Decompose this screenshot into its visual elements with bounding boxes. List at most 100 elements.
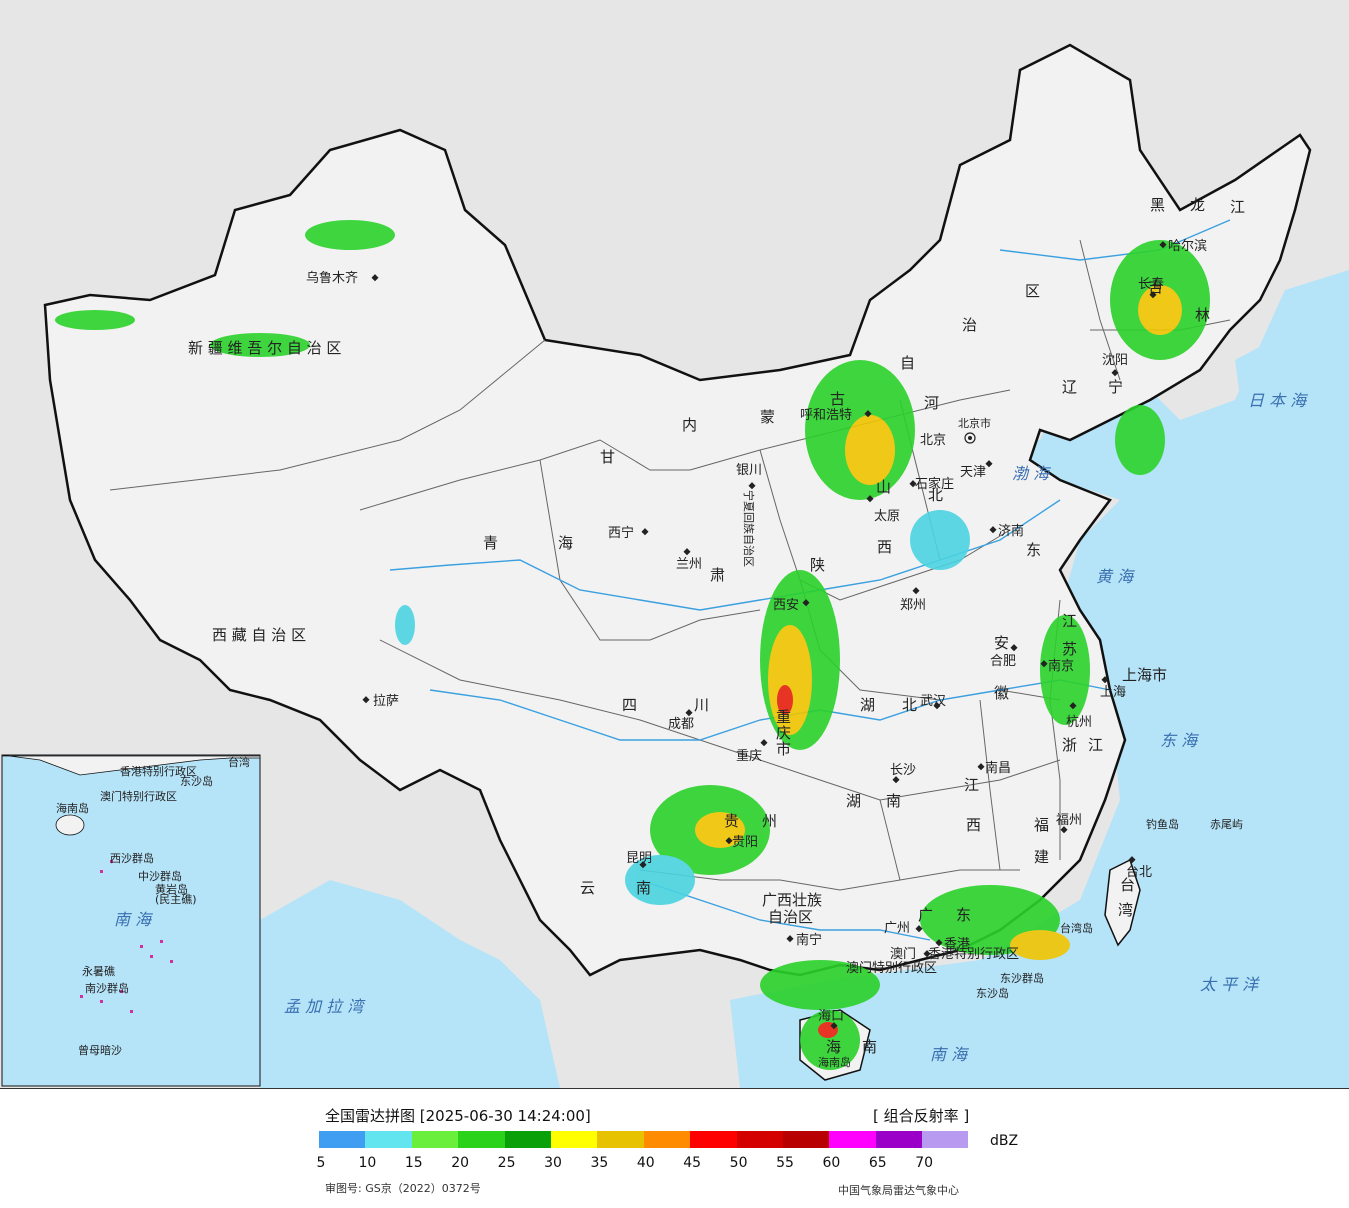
city-wuhan: 武汉	[920, 694, 946, 710]
label-xizang: 西 藏 自 治 区	[212, 626, 306, 644]
legend-tick-label: 20	[451, 1155, 470, 1171]
label-inset-hainan: 海南岛	[56, 801, 89, 815]
svg-text:长沙: 长沙	[890, 763, 916, 778]
map-panel[interactable]: 新 疆 维 吾 尔 自 治 区 西 藏 自 治 区 青 海 甘 肃 内 蒙 古 …	[0, 0, 1349, 1089]
svg-text:拉萨: 拉萨	[373, 694, 399, 709]
city-zhengzhou: 郑州	[900, 587, 926, 613]
label-heilongjiang-3: 江	[1230, 198, 1245, 216]
review-number: 审图号: GS京（2022）0372号	[325, 1182, 481, 1195]
city-guangzhou: 广州	[884, 921, 923, 936]
city-kunming: 昆明	[626, 851, 652, 869]
label-donghai: 东 海	[1160, 731, 1199, 750]
legend-tick-label: 60	[822, 1155, 841, 1171]
label-hunan-1: 湖	[846, 792, 861, 810]
svg-text:沈阳: 沈阳	[1102, 353, 1128, 368]
svg-text:呼和浩特: 呼和浩特	[800, 408, 852, 423]
legend-unit: dBZ	[990, 1133, 1019, 1149]
sea-japan	[1235, 300, 1349, 560]
legend-swatch	[875, 1131, 923, 1148]
label-jiangxi-1: 江	[964, 776, 979, 794]
legend-tick-label: 15	[404, 1155, 423, 1171]
svg-text:天津: 天津	[960, 465, 986, 480]
svg-text:石家庄: 石家庄	[915, 476, 954, 492]
city-yinchuan: 银川	[736, 463, 762, 490]
label-inset-nanhai: 南 海	[114, 910, 153, 929]
city-jinan: 济南	[989, 523, 1024, 539]
label-guangdong-1: 广	[918, 906, 933, 924]
legend-tick-label: 45	[683, 1155, 702, 1171]
label-nansha: 南沙群岛	[85, 981, 129, 995]
svg-text:福州: 福州	[1056, 813, 1082, 828]
legend-swatch	[829, 1131, 876, 1148]
label-inset-dongsha: 东沙岛	[180, 774, 213, 788]
label-neimeng-6: 区	[1025, 282, 1040, 300]
label-xinjiang: 新 疆 维 吾 尔 自 治 区	[188, 339, 341, 357]
label-sichuan-1: 四	[622, 696, 637, 714]
city-taiyuan: 太原	[866, 495, 900, 524]
legend-swatch	[550, 1131, 598, 1148]
legend-panel	[0, 1089, 1349, 1208]
city-hongkong: 香港	[935, 937, 970, 952]
china-radar-map[interactable]: 新 疆 维 吾 尔 自 治 区 西 藏 自 治 区 青 海 甘 肃 内 蒙 古 …	[0, 0, 1349, 1088]
label-dongsha-dao: 东沙岛	[976, 986, 1009, 1000]
label-hainan-island: 海南岛	[818, 1055, 851, 1069]
label-neimeng-5: 治	[962, 316, 977, 334]
label-guangxi-2: 自治区	[768, 908, 813, 926]
label-chongqing-1: 重	[776, 708, 791, 726]
legend-swatch	[504, 1131, 551, 1148]
svg-text:长春: 长春	[1138, 277, 1164, 292]
label-gansu-2: 肃	[710, 566, 725, 584]
label-jiangxi-2: 西	[966, 816, 981, 834]
svg-text:杭州: 杭州	[1066, 715, 1092, 730]
svg-text:昆明: 昆明	[626, 851, 652, 866]
label-shanxi-1: 山	[876, 478, 891, 496]
legend-swatch	[319, 1131, 366, 1148]
legend-tick-label: 50	[729, 1155, 748, 1171]
city-fuzhou: 福州	[1056, 813, 1082, 834]
label-hebei-1: 河	[924, 394, 939, 412]
sea-bengal	[260, 880, 560, 1088]
label-minzhujiao: (民主礁)	[155, 892, 197, 906]
city-chongqing: 重庆	[736, 739, 768, 764]
legend-tick-label: 65	[868, 1155, 887, 1171]
label-heilongjiang-2: 龙	[1190, 196, 1205, 214]
city-lhasa: 拉萨	[362, 694, 399, 709]
label-taiwan-1: 台	[1120, 876, 1135, 894]
svg-text:郑州: 郑州	[900, 598, 926, 613]
south-sea-inset[interactable]: 南 海 中沙群岛 黄岩岛 (民主礁) 南沙群岛 永暑礁 曾母暗沙 西沙群岛 海南…	[1, 754, 261, 1087]
city-shanghai: 上海	[1100, 676, 1126, 700]
svg-text:北京市: 北京市	[958, 416, 991, 430]
label-taiwan-island: 台湾岛	[1060, 921, 1093, 935]
legend-swatch	[690, 1131, 737, 1148]
label-nanhai: 南 海	[930, 1045, 969, 1064]
svg-text:西宁: 西宁	[608, 525, 634, 541]
svg-text:乌鲁木齐: 乌鲁木齐	[306, 270, 358, 286]
label-neimeng-3: 古	[830, 390, 845, 408]
legend-tick-label: 25	[497, 1155, 516, 1171]
label-qinghai-1: 青	[483, 534, 498, 552]
label-hubei-1: 湖	[860, 696, 875, 714]
label-shandong-2: 东	[1026, 541, 1041, 559]
city-hefei: 合肥	[990, 644, 1018, 669]
label-zhejiang-2: 江	[1088, 736, 1103, 754]
province-labels: 新 疆 维 吾 尔 自 治 区 西 藏 自 治 区 青 海 甘 肃 内 蒙 古 …	[188, 196, 1245, 1056]
label-liaoning-1: 辽	[1062, 378, 1077, 396]
sea-labels: 渤 海 黄 海 东 海 南 海 日 本 海 太 平 洋 孟 加 拉 湾	[284, 391, 1308, 1064]
label-dongsha-qundao: 东沙群岛	[1000, 971, 1044, 985]
label-taiwan-2: 湾	[1118, 901, 1133, 919]
city-changsha: 长沙	[890, 763, 916, 784]
label-hebei-2: 北	[928, 486, 943, 504]
city-chengdu: 成都	[668, 709, 694, 732]
label-hainan-1: 海	[826, 1038, 841, 1056]
svg-text:太原: 太原	[874, 509, 900, 524]
label-hk-sar: 香港特别行政区	[928, 947, 1019, 962]
svg-text:西安: 西安	[773, 598, 799, 613]
city-xining: 西宁	[608, 525, 649, 541]
label-inset-taiwan: 台湾	[228, 755, 250, 769]
svg-text:重庆: 重庆	[736, 748, 762, 764]
label-jiangsu-1: 江	[1062, 612, 1077, 630]
svg-text:澳门: 澳门	[890, 946, 916, 962]
label-anhui-1: 安	[994, 634, 1009, 652]
legend-tick-label: 30	[544, 1155, 562, 1171]
